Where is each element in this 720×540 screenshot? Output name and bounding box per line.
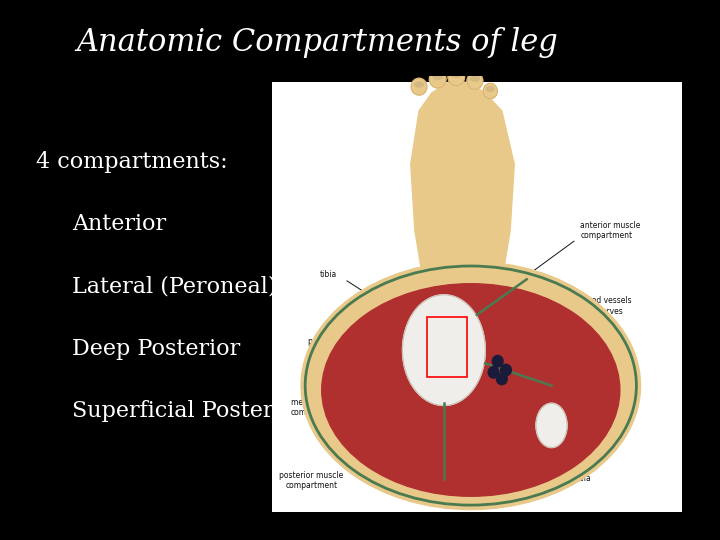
Ellipse shape [536, 403, 567, 448]
Text: Anterior: Anterior [72, 213, 166, 235]
FancyBboxPatch shape [272, 82, 682, 512]
Text: Deep Posterior: Deep Posterior [72, 338, 240, 360]
Polygon shape [410, 82, 514, 306]
Text: tibia: tibia [320, 271, 337, 279]
Ellipse shape [322, 284, 620, 496]
Circle shape [500, 364, 511, 376]
Ellipse shape [301, 261, 641, 510]
Ellipse shape [402, 295, 485, 406]
Bar [428, 317, 467, 377]
Text: fibula: fibula [570, 474, 591, 483]
Text: Lateral (Peroneal): Lateral (Peroneal) [72, 275, 276, 298]
Text: Anatomic Compartments of leg: Anatomic Compartments of leg [76, 27, 558, 58]
Circle shape [492, 355, 503, 367]
Text: medial muscle
compartment: medial muscle compartment [291, 398, 346, 417]
Ellipse shape [467, 72, 483, 89]
Ellipse shape [429, 70, 446, 88]
Text: 4 compartments:: 4 compartments: [36, 151, 228, 173]
Ellipse shape [448, 68, 464, 86]
Text: latera  muscle
compartment: latera muscle compartment [580, 367, 635, 387]
Text: blood vessels
and nerves: blood vessels and nerves [580, 296, 632, 315]
Ellipse shape [411, 78, 427, 95]
Text: posterior muscle
compartment: posterior muscle compartment [279, 471, 343, 490]
Text: periosteum: periosteum [307, 337, 351, 346]
Ellipse shape [471, 76, 480, 81]
Text: Superficial Posterior: Superficial Posterior [72, 400, 305, 422]
Ellipse shape [451, 72, 461, 77]
Ellipse shape [487, 86, 494, 91]
Text: © Martin Dunitz 200: © Martin Dunitz 200 [441, 500, 505, 505]
Text: anterior muscle
compartment: anterior muscle compartment [580, 221, 641, 240]
Ellipse shape [415, 82, 423, 87]
Circle shape [497, 373, 507, 384]
Ellipse shape [483, 83, 498, 99]
Ellipse shape [433, 75, 442, 79]
Circle shape [488, 367, 499, 378]
